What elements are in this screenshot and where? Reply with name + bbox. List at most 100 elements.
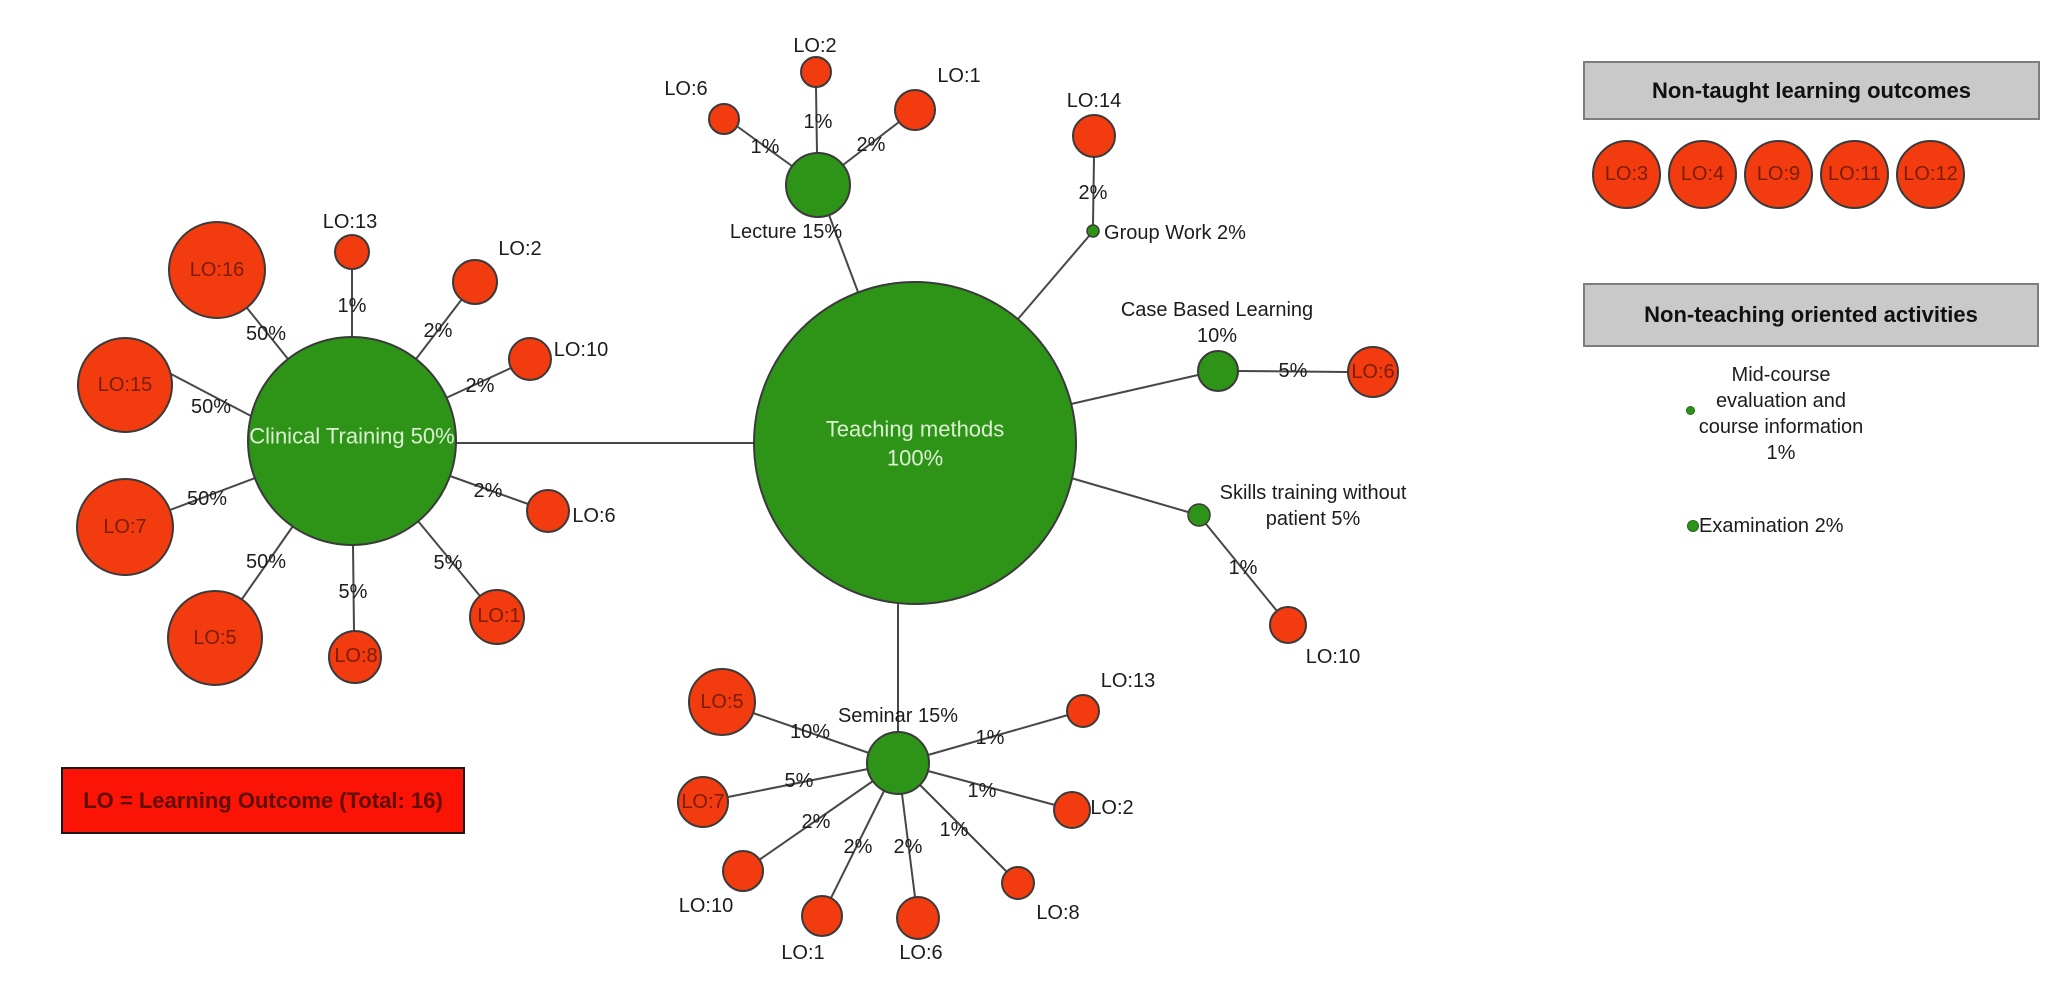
node-label-cl_lo16: LO:16 (190, 259, 244, 281)
node-label-casebased: Case Based Learning (1121, 299, 1313, 321)
non-taught-panel-header: Non-taught learning outcomes (1583, 61, 2040, 120)
node-label-sem_lo6: LO:6 (899, 942, 942, 964)
non-taught-lo-row: LO:3 LO:4 LO:9 LO:11 LO:12 (1592, 140, 1965, 209)
edge-label-seminar-sem_lo13: 1% (976, 727, 1005, 749)
node-label-casebased: 10% (1197, 325, 1237, 347)
node-label-skills: patient 5% (1266, 508, 1361, 530)
edge-label-clinical-cl_lo16: 50% (246, 323, 286, 345)
node-cl_lo15 (77, 337, 173, 433)
node-cb_lo6 (1347, 346, 1399, 398)
edge-seminar-sem_lo13 (927, 714, 1069, 756)
node-label-cb_lo6: LO:6 (1351, 361, 1394, 383)
node-sem_lo8 (1001, 866, 1035, 900)
node-cl_lo1 (469, 589, 525, 645)
node-label-lecture: Lecture 15% (730, 221, 843, 243)
node-cl_lo8 (328, 630, 382, 684)
node-sem_lo10 (722, 850, 764, 892)
node-label-sem_lo8: LO:8 (1036, 902, 1079, 924)
edge-label-clinical-cl_lo1: 5% (434, 552, 463, 574)
node-sem_lo6 (896, 896, 940, 940)
edge-clinical-cl_lo1 (417, 520, 481, 597)
node-label-cl_lo13: LO:13 (323, 211, 377, 233)
edge-label-seminar-sem_lo5: 10% (790, 721, 830, 743)
edge-label-clinical-cl_lo2: 2% (424, 320, 453, 342)
edge-label-seminar-sem_lo8: 1% (940, 819, 969, 841)
edge-lecture-lec_lo2 (815, 86, 818, 154)
node-skills (1187, 503, 1211, 527)
node-label-cl_lo6: LO:6 (572, 505, 615, 527)
edge-seminar-sem_lo8 (919, 784, 1008, 873)
node-label-lec_lo2: LO:2 (793, 35, 836, 57)
node-clinical (247, 336, 457, 546)
node-label-sem_lo2: LO:2 (1090, 797, 1133, 819)
edge-teaching-skills (1070, 477, 1189, 513)
edge-casebased-cb_lo6 (1237, 370, 1349, 373)
node-cl_lo13 (334, 234, 370, 270)
non-taught-lo-circle: LO:11 (1820, 140, 1889, 209)
edge-clinical-cl_lo5 (241, 525, 294, 600)
edge-seminar-sem_lo7 (727, 768, 869, 798)
non-taught-lo-circle: LO:12 (1896, 140, 1965, 209)
node-lec_lo2 (800, 56, 832, 88)
node-label-sem_lo5: LO:5 (700, 691, 743, 713)
examination-dot (1687, 520, 1699, 532)
node-label-cl_lo5: LO:5 (193, 627, 236, 649)
edge-seminar-sem_lo2 (927, 770, 1056, 806)
edge-teaching-lecture (828, 214, 859, 293)
node-label-cl_lo10: LO:10 (554, 339, 608, 361)
non-teaching-panel-title: Non-teaching oriented activities (1644, 302, 1978, 327)
non-taught-panel-title: Non-taught learning outcomes (1652, 77, 1971, 103)
node-cl_lo10 (508, 337, 552, 381)
edge-label-clinical-cl_lo13: 1% (338, 295, 367, 317)
node-cl_lo5 (167, 590, 263, 686)
node-label-lo14: LO:14 (1067, 90, 1121, 112)
edge-label-lecture-lec_lo2: 1% (804, 111, 833, 133)
edge-clinical-cl_lo2 (415, 298, 463, 360)
non-taught-lo-circle: LO:9 (1744, 140, 1813, 209)
edge-label-clinical-cl_lo10: 2% (466, 375, 495, 397)
edge-clinical-cl_lo8 (352, 544, 355, 632)
edge-label-seminar-sem_lo2: 1% (968, 780, 997, 802)
lo-legend-text: LO = Learning Outcome (Total: 16) (83, 787, 443, 813)
mid-course-label: Mid-course evaluation and course informa… (1698, 364, 1864, 464)
node-label-cl_lo15: LO:15 (98, 374, 152, 396)
node-lecture (785, 152, 851, 218)
examination-label: Examination 2% (1699, 515, 1844, 537)
node-cl_lo7 (76, 478, 174, 576)
edge-teaching-groupwork (1017, 235, 1090, 320)
edge-lecture-lec_lo1 (842, 121, 900, 166)
node-sem_lo1 (801, 895, 843, 937)
node-teaching (753, 281, 1077, 605)
edge-label-clinical-cl_lo6: 2% (474, 480, 503, 502)
node-label-cl_lo8: LO:8 (334, 645, 377, 667)
edge-label-lecture-lec_lo6: 1% (751, 136, 780, 158)
node-sem_lo2 (1053, 791, 1091, 829)
edge-seminar-sem_lo6 (901, 793, 916, 898)
node-cl_lo16 (168, 221, 266, 319)
edge-label-seminar-sem_lo7: 5% (785, 770, 814, 792)
node-cl_lo2 (452, 259, 498, 305)
edge-clinical-cl_lo7 (169, 477, 256, 511)
node-lec_lo6 (708, 103, 740, 135)
node-label-lec_lo6: LO:6 (664, 78, 707, 100)
non-taught-lo-circle: LO:3 (1592, 140, 1661, 209)
node-label-cl_lo2: LO:2 (498, 238, 541, 260)
lo-legend-box: LO = Learning Outcome (Total: 16) (61, 767, 465, 834)
node-label-teaching: 100% (887, 446, 943, 471)
node-sk_lo10 (1269, 606, 1307, 644)
node-sem_lo7 (677, 776, 729, 828)
node-label-sk_lo10: LO:10 (1306, 646, 1360, 668)
edge-label-clinical-cl_lo8: 5% (339, 581, 368, 603)
edge-label-clinical-cl_lo15: 50% (191, 396, 231, 418)
node-label-cl_lo7: LO:7 (103, 516, 146, 538)
node-sem_lo5 (688, 668, 756, 736)
node-label-skills: Skills training without (1220, 482, 1407, 504)
node-sem_lo13 (1066, 694, 1100, 728)
edge-seminar-sem_lo1 (830, 790, 885, 899)
node-label-groupwork: Group Work 2% (1104, 222, 1246, 244)
edge-label-clinical-cl_lo5: 50% (246, 551, 286, 573)
edge-clinical-cl_lo6 (449, 475, 529, 505)
edge-lo14-groupwork (1092, 156, 1095, 226)
